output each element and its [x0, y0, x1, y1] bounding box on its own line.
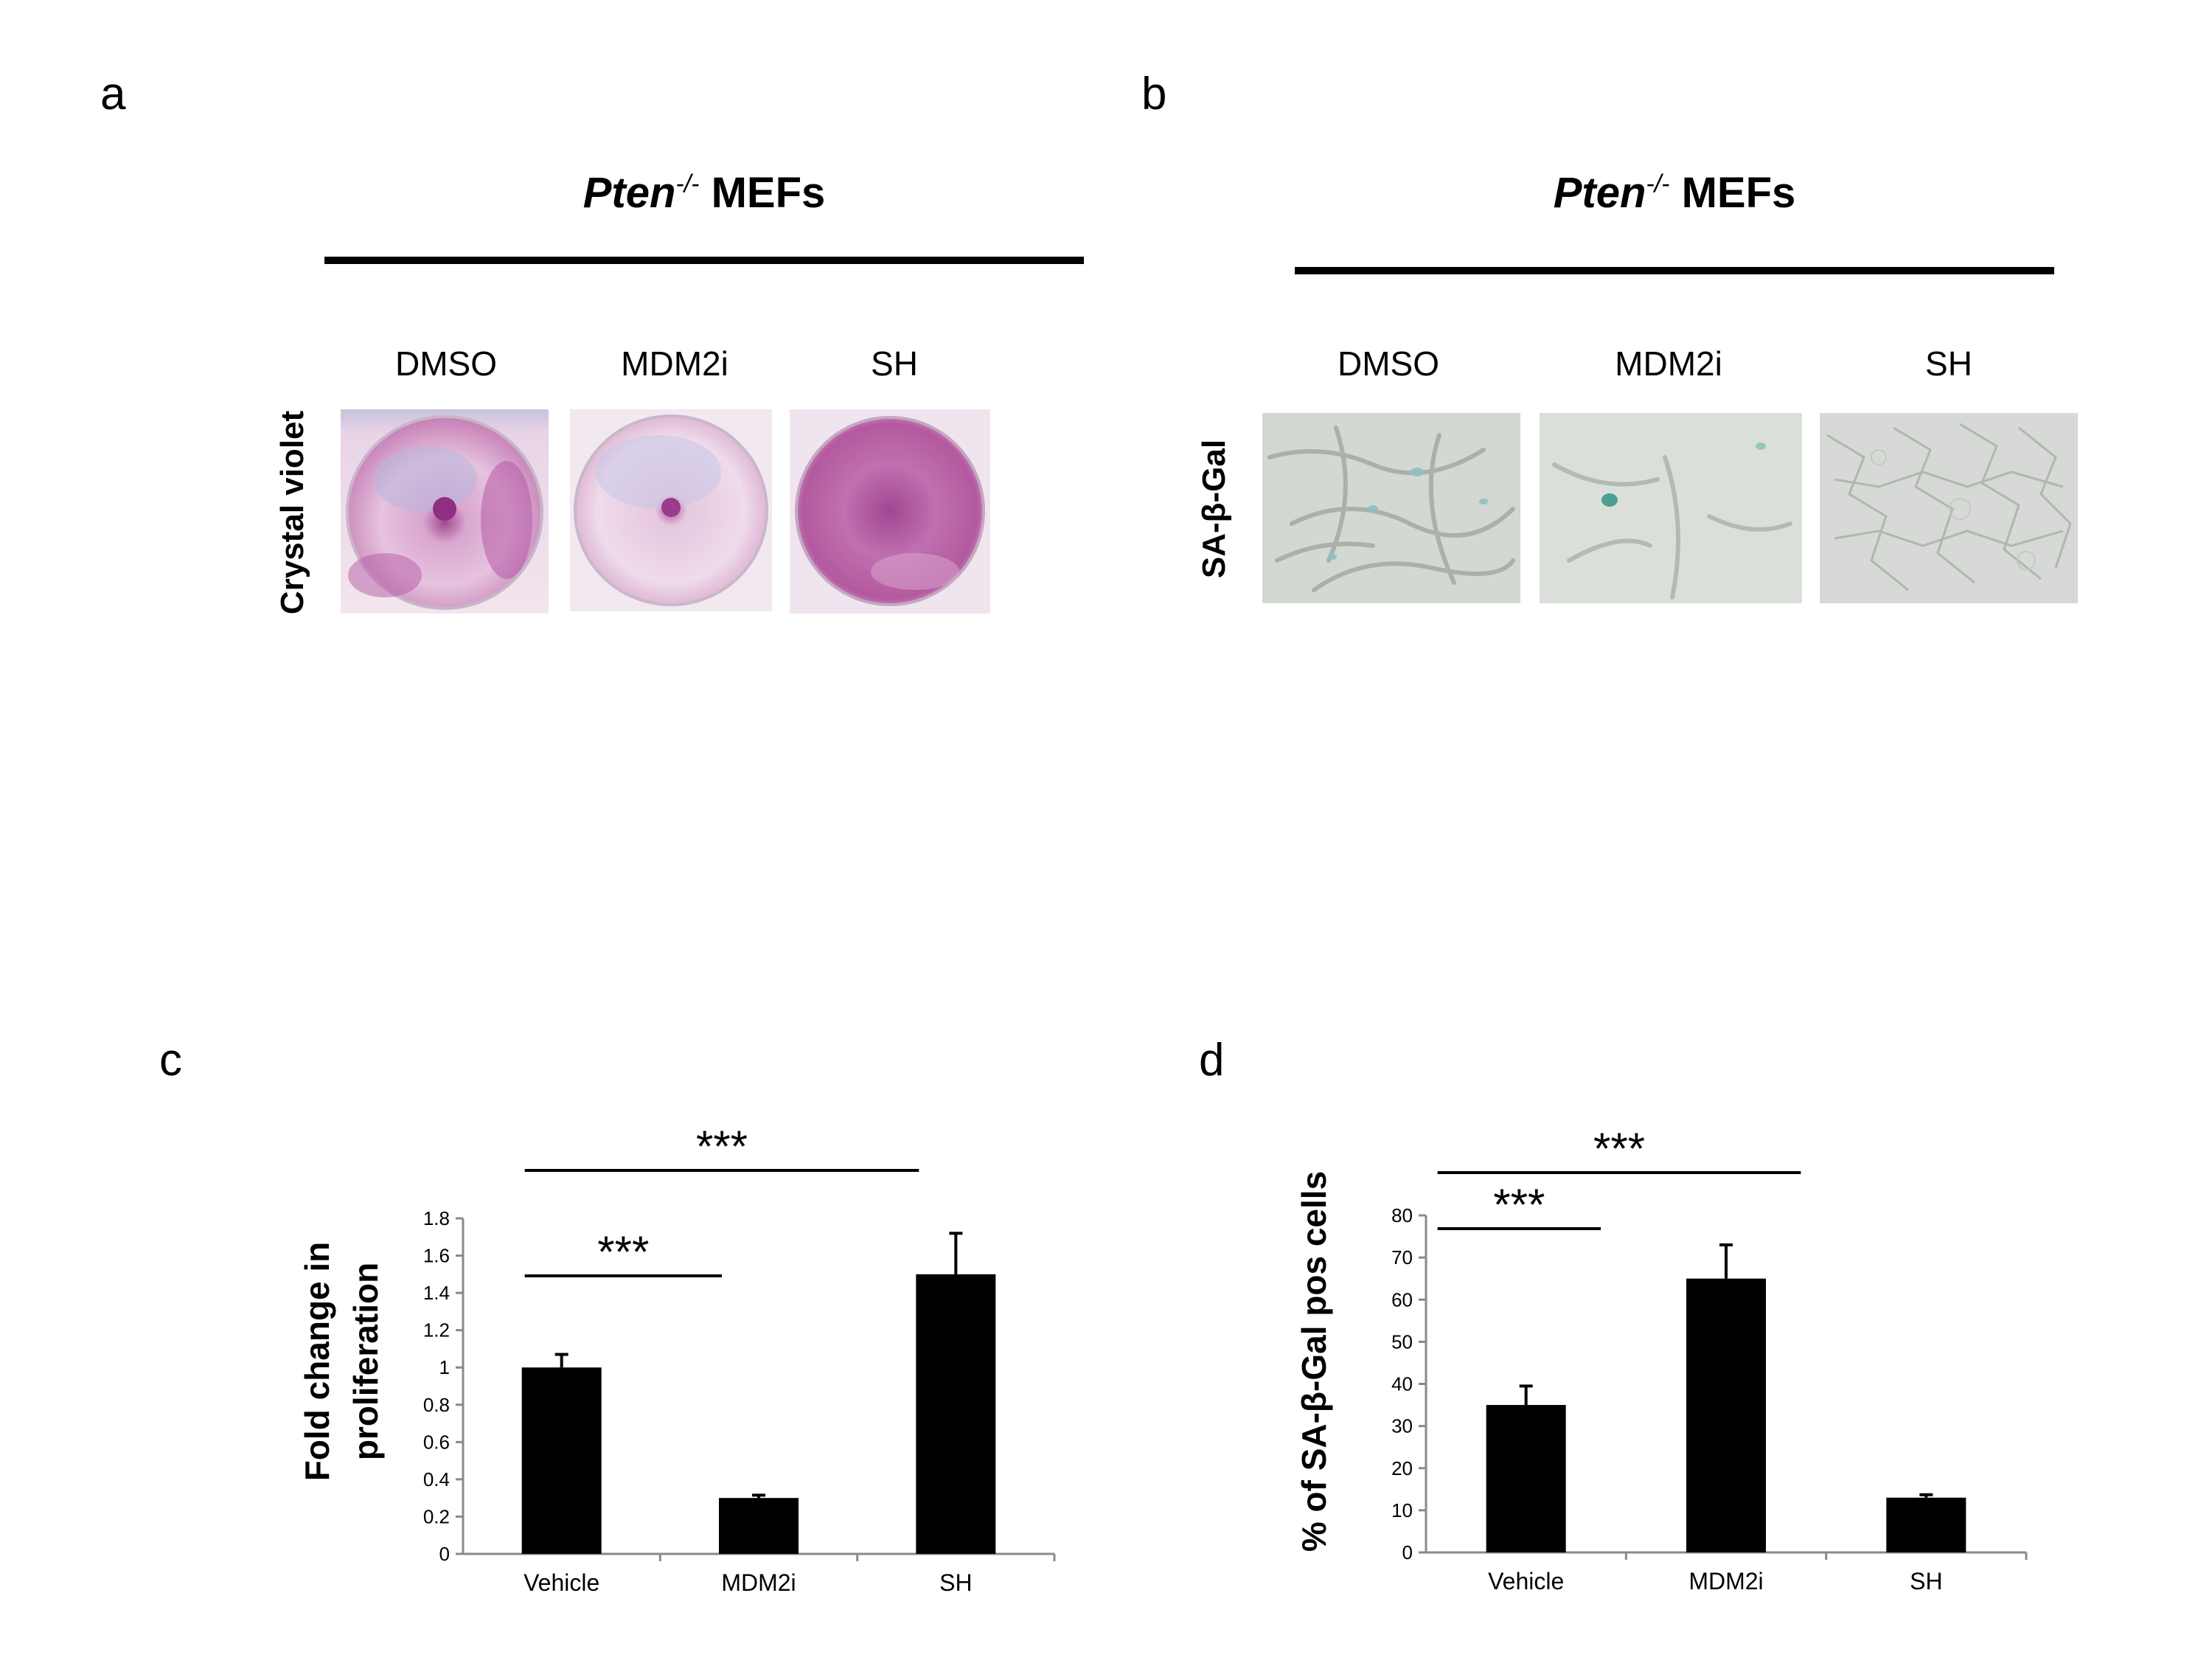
chart-c-ytick-label: 0	[439, 1543, 450, 1565]
panel-c-letter: c	[159, 1035, 182, 1086]
panel-b-condition-sh: SH	[1925, 344, 1972, 383]
chart-c-significance-label: ***	[696, 1122, 748, 1171]
panel-a-condition-sh: SH	[871, 344, 918, 383]
panel-a-title-superscript: -/-	[675, 170, 700, 198]
crystal-violet-sh-image	[790, 409, 990, 614]
chart-c-ytick-label: 1.4	[423, 1282, 450, 1304]
sa-beta-gal-sh-image	[1820, 413, 2078, 603]
sa-beta-gal-mdm2i-image	[1540, 413, 1802, 603]
panel-b-title-gene: Pten	[1553, 169, 1646, 217]
panel-b-title-rest: MEFs	[1669, 169, 1796, 217]
chart-d-bar-sh	[1886, 1497, 1966, 1552]
chart-d-ytick-label: 50	[1391, 1330, 1413, 1353]
panel-b-row-label: SA-β-Gal	[1196, 439, 1232, 579]
chart-c-ytick-label: 1.8	[423, 1207, 450, 1229]
chart-c-xtick-label: Vehicle	[524, 1569, 599, 1596]
panel-b-title-superscript: -/-	[1646, 170, 1670, 198]
panel-b-letter: b	[1141, 69, 1167, 119]
chart-d-significance-label: ***	[1493, 1180, 1545, 1229]
chart-d-ytick-label: 70	[1391, 1246, 1413, 1268]
chart-d: % of SA-β-Gal pos cells 0 10 20 30 40 50 60 70 8…	[1295, 1124, 2028, 1594]
chart-c-bar-vehicle	[521, 1367, 602, 1554]
panel-d-letter: d	[1199, 1035, 1225, 1086]
panel-a-underline	[324, 257, 1084, 264]
chart-c-ylabel: Fold change in proliferation	[298, 1242, 385, 1482]
chart-d-ytick-label: 60	[1391, 1288, 1413, 1311]
chart-d-significance-label: ***	[1593, 1124, 1645, 1173]
chart-c-ytick-label: 0.8	[423, 1394, 450, 1416]
chart-d-bar-vehicle	[1486, 1405, 1566, 1552]
chart-c-xtick-label: MDM2i	[721, 1569, 796, 1596]
panel-b-title: Pten-/- MEFs	[1295, 168, 2054, 218]
chart-c-ytick-label: 1	[439, 1356, 450, 1378]
chart-d-ytick-label: 0	[1402, 1541, 1413, 1563]
chart-c-ylabel-line1: Fold change in	[298, 1242, 336, 1482]
chart-d-ytick-label: 20	[1391, 1457, 1413, 1479]
panel-a-letter: a	[100, 69, 126, 119]
chart-c: Fold change in proliferation 00.20.40.60…	[298, 1122, 1056, 1596]
panel-b-condition-mdm2i: MDM2i	[1615, 344, 1722, 383]
chart-c-xtick-label: SH	[939, 1569, 972, 1596]
chart-d-ytick-label: 30	[1391, 1415, 1413, 1437]
panel-a-row-label: Crystal violet	[274, 410, 310, 615]
chart-d-ytick-label: 80	[1391, 1204, 1413, 1226]
chart-c-ytick-label: 0.4	[423, 1468, 450, 1490]
chart-d-xtick-label: MDM2i	[1688, 1568, 1763, 1594]
chart-d-plot: 0 10 20 30 40 50 60 70 80 Vehicle MDM2i SH *** ***	[1391, 1124, 2028, 1594]
chart-d-ytick-label: 10	[1391, 1499, 1413, 1521]
panel-a-condition-mdm2i: MDM2i	[621, 344, 728, 383]
chart-c-bar-mdm2i	[719, 1498, 799, 1554]
panel-a-condition-dmso: DMSO	[395, 344, 497, 383]
chart-c-ytick-label: 1.6	[423, 1245, 450, 1267]
panel-b-condition-dmso: DMSO	[1338, 344, 1439, 383]
chart-d-xtick-label: SH	[1910, 1568, 1942, 1594]
crystal-violet-mdm2i-image	[570, 409, 772, 611]
panel-a-title: Pten-/- MEFs	[324, 168, 1084, 218]
panel-a-title-gene: Pten	[582, 169, 676, 217]
chart-c-ylabel-line2: proliferation	[347, 1263, 385, 1460]
chart-c-ytick-label: 1.2	[423, 1319, 450, 1342]
chart-c-plot: 0 0.2 0.4 0.6 0.8 1 1.2 1.4 1.6 1.8 Vehicle MDM2i SH…	[423, 1122, 1056, 1596]
chart-c-significance-label: ***	[597, 1227, 649, 1277]
panel-a-title-rest: MEFs	[699, 169, 826, 217]
panel-b-underline	[1295, 267, 2054, 274]
chart-d-ylabel: % of SA-β-Gal pos cells	[1295, 1171, 1333, 1552]
crystal-violet-dmso-image	[341, 409, 549, 614]
chart-c-ytick-label: 0.6	[423, 1431, 450, 1453]
chart-d-bar-mdm2i	[1686, 1278, 1766, 1552]
chart-d-xtick-label: Vehicle	[1488, 1568, 1564, 1594]
chart-c-bar-sh	[916, 1274, 996, 1554]
chart-c-ytick-label: 0.2	[423, 1505, 450, 1527]
chart-d-ytick-label: 40	[1391, 1373, 1413, 1395]
sa-beta-gal-dmso-image	[1262, 413, 1520, 603]
